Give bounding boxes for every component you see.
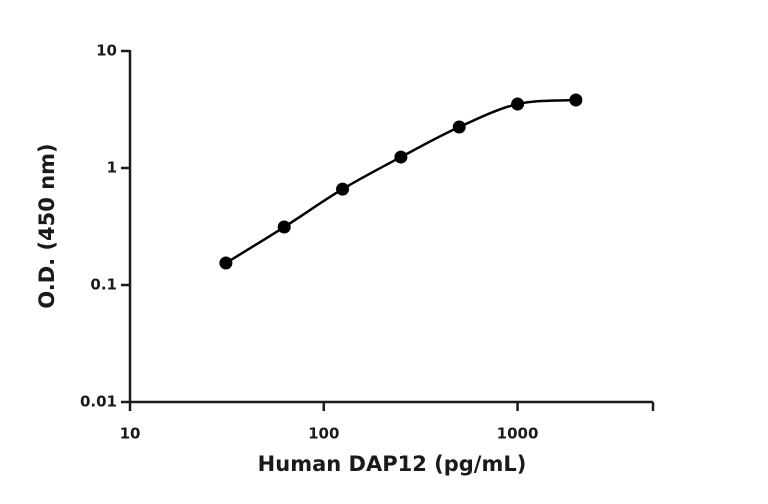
data-point [452,120,466,134]
fit-curve [225,98,576,265]
data-point [336,182,350,196]
x-axis-title: Human DAP12 (pg/mL) [258,452,527,476]
data-point [569,93,583,107]
x-tick-label: 1000 [497,425,539,443]
data-point [394,150,408,164]
data-point [277,220,291,234]
x-tick-label: 10 [120,425,141,443]
y-tick-label: 0.01 [80,393,117,411]
y-axis-title: O.D. (450 nm) [35,143,59,308]
y-tick-label: 1 [107,159,117,177]
y-tick-label: 10 [96,42,117,60]
x-tick-label: 100 [308,425,339,443]
data-point [219,256,233,270]
y-tick-label: 0.1 [90,276,117,294]
data-point [511,97,525,111]
